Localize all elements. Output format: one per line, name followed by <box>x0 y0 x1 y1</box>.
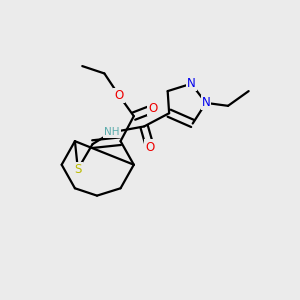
Text: N: N <box>202 96 210 110</box>
Text: O: O <box>115 89 124 102</box>
Text: S: S <box>74 163 82 176</box>
Text: NH: NH <box>104 127 119 137</box>
Text: O: O <box>148 102 158 115</box>
Text: O: O <box>146 141 154 154</box>
Text: N: N <box>187 77 196 90</box>
